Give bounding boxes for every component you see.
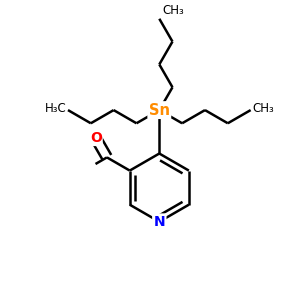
Text: Sn: Sn bbox=[149, 103, 170, 118]
Text: N: N bbox=[154, 215, 165, 229]
Text: CH₃: CH₃ bbox=[162, 4, 184, 17]
Text: O: O bbox=[90, 131, 102, 145]
Text: CH₃: CH₃ bbox=[252, 102, 274, 115]
Text: H₃C: H₃C bbox=[45, 102, 66, 115]
